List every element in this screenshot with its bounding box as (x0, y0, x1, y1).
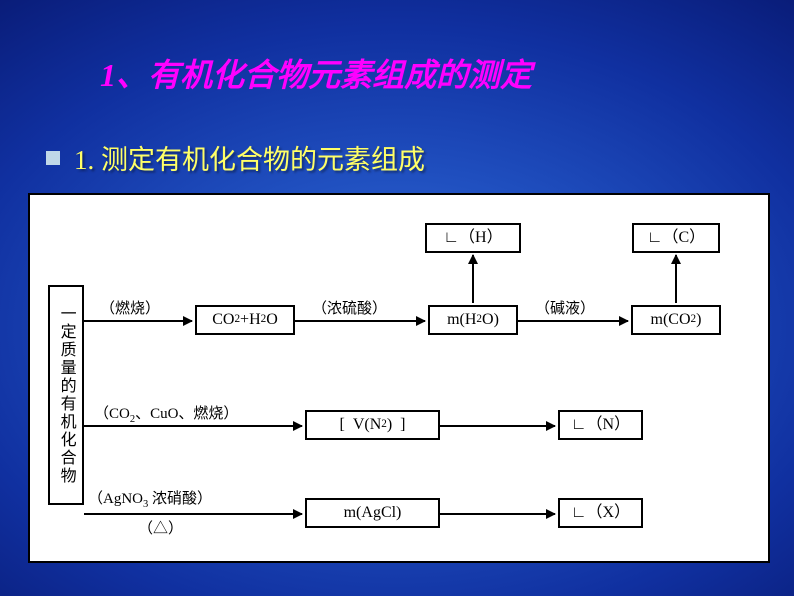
arrow-r2-1 (84, 425, 302, 427)
box-c: ∟（C） (632, 223, 720, 253)
arrow-r1-2 (295, 320, 425, 322)
flowchart: 一定质量的有机化合物 （燃烧） CO2+H2O （浓硫酸） m(H2O) （碱液… (28, 193, 770, 563)
box-x: ∟（X） (558, 498, 643, 528)
bullet-icon (46, 151, 60, 165)
box-vn2: [ V(N2) ] (305, 410, 440, 440)
arrow-r1-3 (518, 320, 628, 322)
label-r1-2: （浓硫酸） (312, 297, 387, 318)
page-title: 1、有机化合物元素组成的测定 (100, 50, 532, 96)
arrow-r3-2 (440, 513, 555, 515)
arrow-r3-1 (84, 513, 302, 515)
box-co2-h2o: CO2+H2O (195, 305, 295, 335)
label-r3-1a: （AgNO3 浓硝酸） (88, 487, 212, 510)
box-n: ∟（N） (558, 410, 643, 440)
subtitle-row: 1. 测定有机化合物的元素组成 (46, 138, 425, 177)
box-mco2: m(CO2) (631, 305, 721, 335)
box-agcl: m(AgCl) (305, 498, 440, 528)
arrow-up-h (472, 255, 474, 303)
label-r1-3: （碱液） (535, 297, 595, 318)
box-h: ∟（H） (425, 223, 521, 253)
label-r1-1: （燃烧） (100, 297, 160, 318)
label-r2-1: （CO2、CuO、燃烧） (94, 402, 238, 425)
arrow-up-c (675, 255, 677, 303)
label-r3-1b: （△） (138, 517, 183, 538)
box-mh2o: m(H2O) (428, 305, 518, 335)
arrow-r1-1 (84, 320, 192, 322)
arrow-r2-2 (440, 425, 555, 427)
subtitle: 1. 测定有机化合物的元素组成 (74, 138, 425, 177)
start-box: 一定质量的有机化合物 (48, 285, 84, 505)
